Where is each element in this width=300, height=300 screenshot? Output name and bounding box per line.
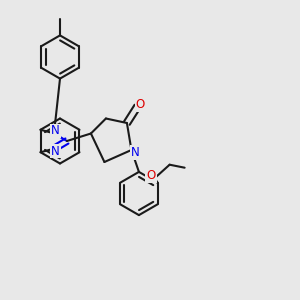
Text: N: N bbox=[51, 145, 60, 158]
Text: O: O bbox=[136, 98, 145, 111]
Text: N: N bbox=[51, 124, 60, 137]
Text: O: O bbox=[146, 169, 156, 182]
Text: N: N bbox=[130, 146, 140, 159]
